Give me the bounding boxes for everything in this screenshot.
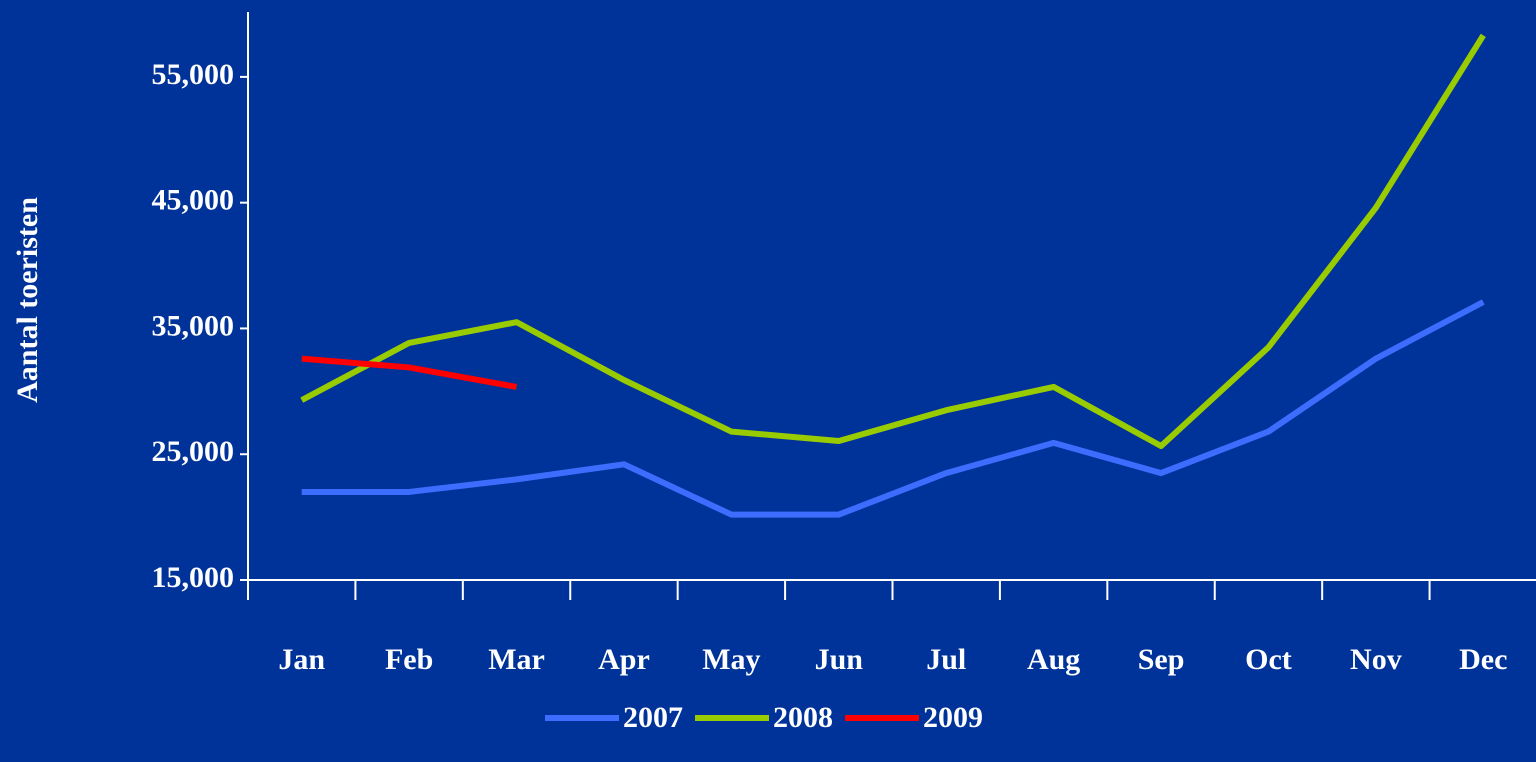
- x-tick-label: Feb: [385, 643, 433, 676]
- x-tick-label: Oct: [1245, 643, 1292, 676]
- x-tick-label: Sep: [1138, 643, 1185, 676]
- x-tick-label: Jul: [926, 643, 966, 676]
- x-tick-label: Apr: [598, 643, 650, 676]
- y-axis-title: Aantal toeristen: [11, 197, 44, 403]
- series-line: [301, 355, 518, 390]
- legend-label: 2007: [623, 701, 683, 734]
- x-tick-label: Dec: [1459, 643, 1507, 676]
- legend-label: 2008: [773, 701, 833, 734]
- series-line: [300, 33, 1486, 450]
- x-tick-label: Aug: [1027, 643, 1080, 676]
- y-tick-label: 45,000: [152, 184, 235, 217]
- legend-label: 2009: [923, 701, 983, 734]
- y-tick-label: 55,000: [152, 58, 235, 91]
- y-tick-label: 25,000: [152, 435, 235, 468]
- x-tick-label: May: [702, 643, 760, 676]
- x-tick-label: Jan: [278, 643, 325, 676]
- series-line: [301, 299, 1485, 518]
- y-tick-label: 35,000: [152, 309, 235, 342]
- y-tick-label: 15,000: [152, 561, 235, 594]
- x-tick-label: Mar: [488, 643, 545, 676]
- x-tick-label: Jun: [815, 643, 864, 676]
- x-tick-label: Nov: [1350, 643, 1402, 676]
